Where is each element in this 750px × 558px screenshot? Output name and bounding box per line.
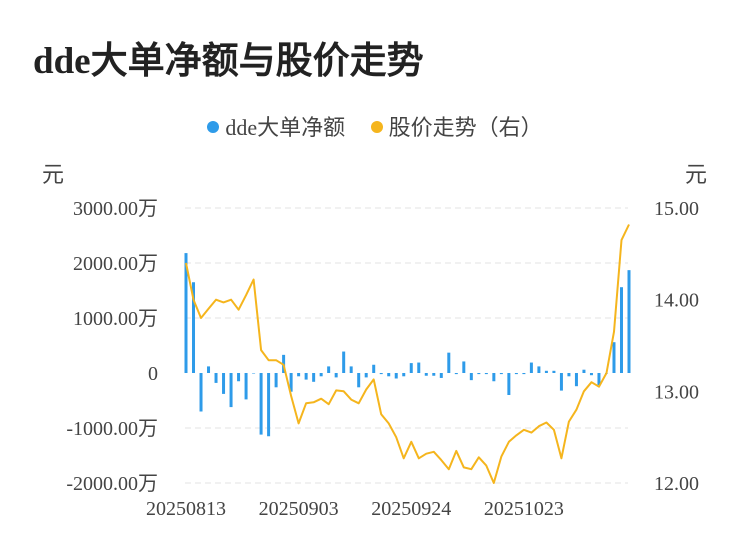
dde-bar bbox=[229, 373, 233, 408]
dde-bar bbox=[477, 373, 481, 375]
right-tick-label: 15.00 bbox=[654, 198, 699, 220]
dde-bar bbox=[619, 287, 623, 373]
dde-bar bbox=[537, 366, 541, 373]
dde-bar bbox=[552, 370, 556, 373]
dde-bar bbox=[409, 363, 413, 373]
dde-bar bbox=[544, 370, 548, 373]
dde-bar bbox=[439, 373, 443, 378]
right-tick-label: 13.00 bbox=[654, 381, 699, 403]
dde-bar bbox=[192, 282, 196, 373]
left-tick-label: -1000.00万 bbox=[66, 418, 158, 440]
dde-bar bbox=[469, 373, 473, 381]
dde-bar bbox=[319, 373, 323, 377]
dde-bar bbox=[387, 373, 391, 377]
left-axis-unit: 元 bbox=[42, 162, 65, 187]
dde-bar bbox=[582, 369, 586, 373]
dde-bar bbox=[259, 373, 263, 435]
dde-bar bbox=[342, 351, 346, 373]
chart-title: dde大单净额与股价走势 bbox=[33, 41, 424, 82]
dde-bar bbox=[462, 361, 466, 373]
x-tick-label: 20251023 bbox=[484, 498, 564, 520]
dde-bar bbox=[454, 373, 458, 375]
legend-item-dde[interactable]: dde大单净额 bbox=[207, 110, 345, 142]
dde-bar bbox=[364, 373, 368, 378]
dde-bar bbox=[334, 373, 338, 378]
dde-bar bbox=[567, 373, 571, 377]
price-line bbox=[185, 224, 630, 484]
dde-bar bbox=[222, 373, 226, 394]
dde-bar bbox=[499, 373, 503, 375]
legend: dde大单净额 股价走势（右） bbox=[0, 110, 750, 142]
dde-bar bbox=[312, 373, 316, 382]
dde-bar bbox=[252, 373, 256, 374]
dde-bar bbox=[447, 352, 451, 373]
dde-bar bbox=[529, 362, 533, 373]
dde-bar bbox=[589, 373, 593, 376]
dde-bar bbox=[394, 373, 398, 379]
dde-bar bbox=[297, 373, 301, 377]
dde-bar bbox=[574, 373, 578, 387]
x-tick-label: 20250924 bbox=[371, 498, 451, 520]
dde-bar bbox=[612, 342, 616, 373]
left-tick-label: 1000.00万 bbox=[73, 308, 158, 330]
legend-label-dde: dde大单净额 bbox=[225, 115, 346, 140]
dde-bar bbox=[559, 373, 563, 391]
dde-bar bbox=[402, 373, 406, 377]
dde-bar bbox=[597, 373, 601, 386]
dde-bar bbox=[327, 366, 331, 373]
dde-bar bbox=[492, 373, 496, 382]
dde-bar bbox=[237, 373, 241, 382]
dde-bar bbox=[184, 253, 188, 373]
dde-bar bbox=[207, 366, 211, 373]
right-tick-label: 12.00 bbox=[654, 473, 699, 495]
dde-bar bbox=[627, 270, 631, 373]
dde-bar bbox=[417, 362, 421, 373]
dde-bar bbox=[289, 373, 293, 392]
legend-dot-blue-icon bbox=[207, 121, 220, 133]
dde-bar bbox=[349, 366, 353, 373]
dde-bar bbox=[357, 373, 361, 388]
legend-label-price: 股价走势（右） bbox=[388, 115, 543, 140]
left-tick-label: 3000.00万 bbox=[73, 198, 158, 220]
dde-bar bbox=[199, 373, 203, 412]
dde-bar bbox=[274, 373, 278, 388]
dde-bar bbox=[424, 373, 428, 376]
dde-bar bbox=[514, 373, 518, 375]
dde-bar bbox=[507, 373, 511, 395]
left-tick-label: 2000.00万 bbox=[73, 253, 158, 275]
dde-bar bbox=[214, 373, 218, 383]
left-tick-label: -2000.00万 bbox=[66, 473, 158, 495]
dde-bar bbox=[432, 373, 436, 376]
dde-bar bbox=[522, 373, 526, 375]
legend-item-price[interactable]: 股价走势（右） bbox=[370, 110, 543, 142]
legend-dot-orange-icon bbox=[370, 121, 383, 133]
right-tick-label: 14.00 bbox=[654, 290, 699, 312]
x-tick-label: 20250813 bbox=[146, 498, 226, 520]
dde-bar bbox=[484, 373, 488, 375]
dde-bar bbox=[304, 373, 308, 380]
dde-bar bbox=[267, 373, 271, 437]
x-tick-label: 20250903 bbox=[259, 498, 339, 520]
dde-bar bbox=[372, 364, 376, 373]
left-tick-label: 0 bbox=[148, 363, 158, 385]
dde-bar bbox=[379, 373, 383, 375]
right-axis-unit: 元 bbox=[685, 162, 708, 187]
dde-bar bbox=[244, 373, 248, 400]
